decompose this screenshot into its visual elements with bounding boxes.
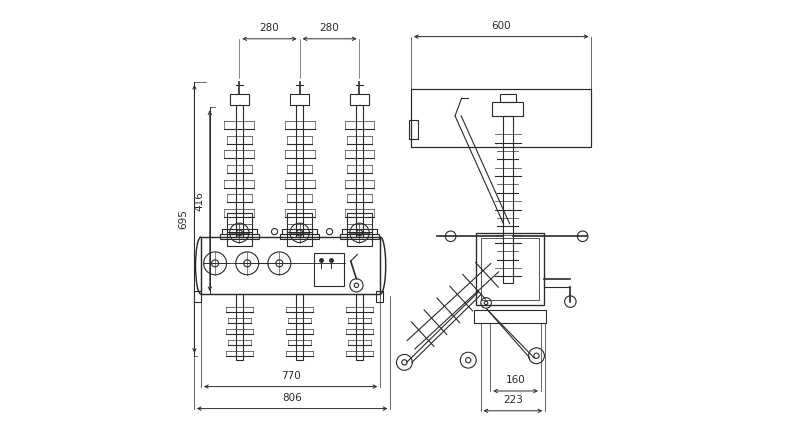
Bar [290,94,310,105]
Text: 806: 806 [282,393,302,403]
Bar [350,94,369,105]
Bar [296,294,303,360]
Text: 160: 160 [506,375,526,385]
Text: 223: 223 [503,395,523,405]
Bar [236,105,243,237]
Bar [236,294,243,360]
Bar [474,310,546,323]
Bar [493,102,523,116]
Bar [342,229,377,234]
Bar [376,291,383,302]
Text: 280: 280 [259,23,279,33]
Bar [230,94,249,105]
Bar [476,233,544,305]
Bar [314,253,344,286]
Bar [219,234,259,239]
Bar [482,238,538,300]
Bar [282,229,318,234]
Bar [409,120,418,139]
Bar [340,234,379,239]
Bar [346,213,372,246]
Bar [226,213,252,246]
Text: 695: 695 [178,209,189,229]
Bar [500,94,516,102]
Text: 280: 280 [320,23,339,33]
Bar [356,294,363,360]
Bar [280,234,319,239]
Bar [411,89,591,147]
Bar [194,291,202,302]
Bar [287,213,312,246]
Text: 600: 600 [491,21,511,31]
Bar [201,237,380,294]
Bar [503,116,513,283]
Text: 770: 770 [281,371,301,381]
Bar [296,105,303,237]
Bar [356,105,363,237]
Text: 416: 416 [194,191,204,211]
Bar [222,229,257,234]
